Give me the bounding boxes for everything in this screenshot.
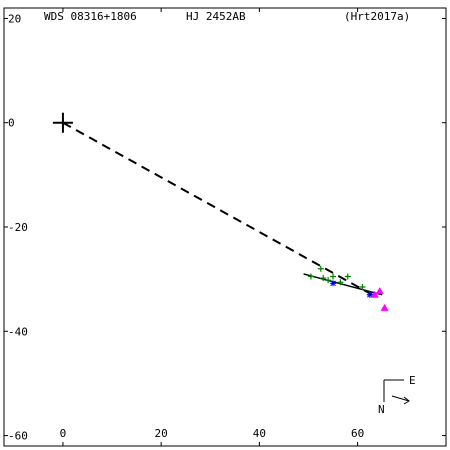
triangle-marker — [370, 290, 379, 298]
triangle-marker — [375, 287, 384, 295]
y-tick-label: -40 — [8, 325, 28, 338]
plus-marker — [337, 279, 344, 286]
compass-motion-arrow — [391, 395, 410, 402]
orbit-segment — [303, 273, 383, 296]
compass-arrowhead — [403, 396, 410, 405]
plus-marker — [307, 273, 314, 280]
y-tick-label: 0 — [8, 117, 15, 130]
asterisk-marker — [366, 291, 373, 298]
x-tick-label: 40 — [253, 427, 266, 440]
plus-marker — [320, 275, 327, 282]
chart-title-center: HJ 2452AB — [186, 10, 246, 23]
x-tick-label: 0 — [60, 427, 67, 440]
plus-marker — [330, 273, 337, 280]
compass-north-label: N — [378, 403, 385, 416]
plus-marker — [325, 277, 332, 284]
x-tick-label: 60 — [351, 427, 364, 440]
triangle-marker — [380, 303, 389, 311]
plus-marker — [359, 283, 366, 290]
plus-marker — [317, 265, 324, 272]
chart-title-left: WDS 08316+1806 — [44, 10, 137, 23]
chart-lines — [62, 121, 383, 296]
axes: 20 0 -20 -40 -60 0 20 40 60 — [3, 7, 447, 447]
y-tick-label: -20 — [8, 221, 28, 234]
chart-title-right: (Hrt2017a) — [344, 10, 410, 23]
x-tick-label: 20 — [155, 427, 168, 440]
plus-marker — [344, 273, 351, 280]
compass: E N — [378, 374, 416, 416]
chart-marks — [52, 112, 389, 311]
asterisk-marker — [330, 280, 337, 287]
y-tick-label: -60 — [8, 430, 28, 443]
compass-east-label: E — [409, 374, 416, 387]
y-tick-label: 20 — [8, 12, 21, 25]
